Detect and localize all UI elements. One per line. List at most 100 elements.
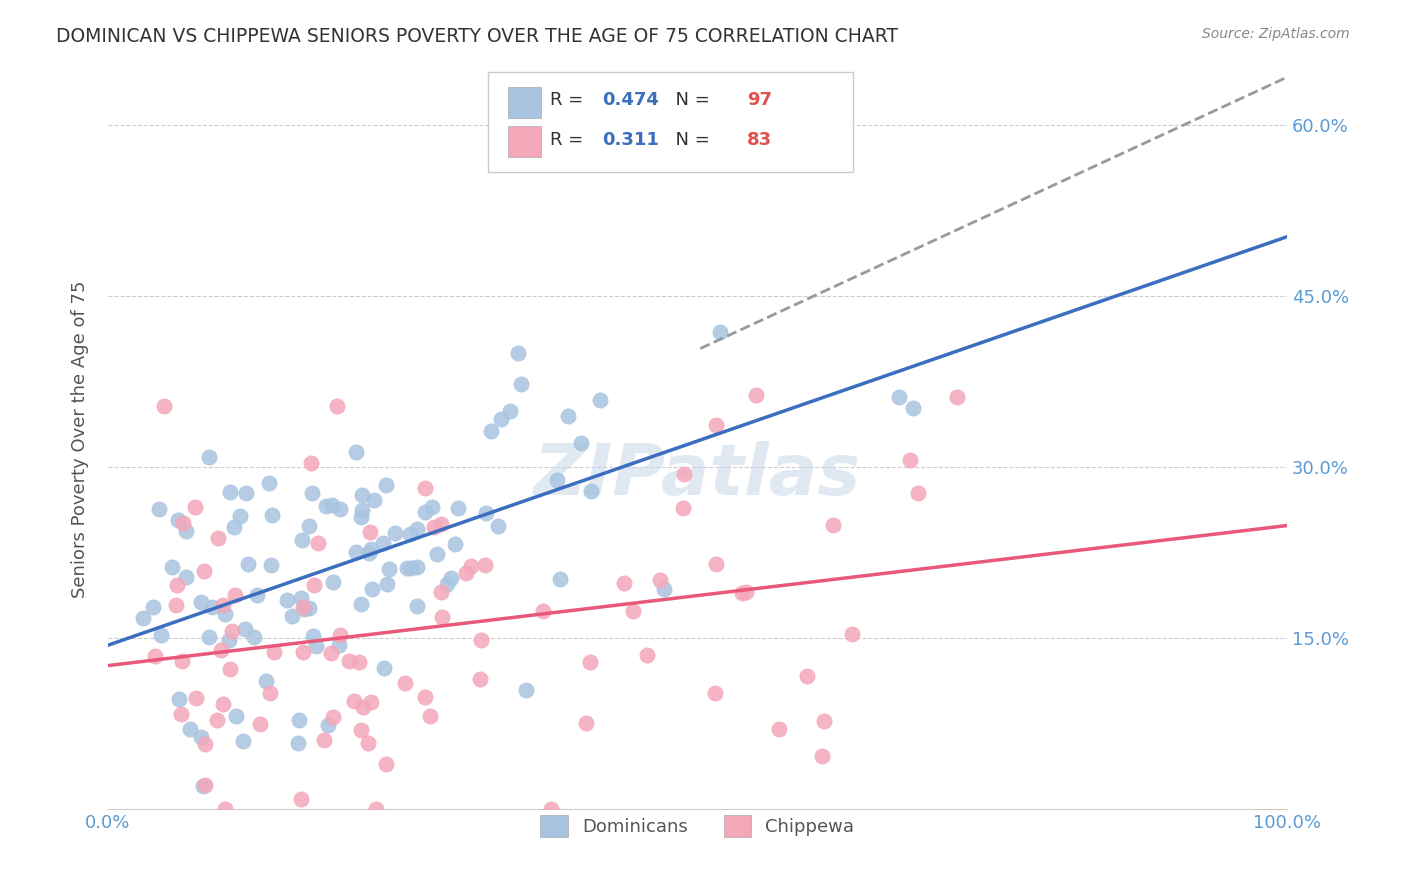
Point [298, 519, 321, 533]
Point [621, 604, 644, 618]
Point [359, 546, 381, 560]
Point [357, 736, 380, 750]
Point [363, 492, 385, 507]
Point [260, 508, 283, 522]
Point [709, 325, 731, 339]
Point [329, 501, 352, 516]
Point [198, 450, 221, 464]
Point [374, 478, 396, 492]
Point [212, 697, 235, 711]
Point [350, 510, 373, 524]
Point [198, 630, 221, 644]
Point [316, 718, 339, 732]
Text: ZIPatlas: ZIPatlas [534, 442, 860, 510]
Point [167, 513, 190, 527]
Point [575, 716, 598, 731]
Point [636, 648, 658, 662]
Point [350, 723, 373, 737]
Point [218, 484, 240, 499]
Point [214, 607, 236, 621]
Point [589, 393, 612, 408]
Point [170, 654, 193, 668]
Point [209, 642, 232, 657]
Point [454, 566, 477, 581]
Point [672, 501, 695, 516]
Point [184, 500, 207, 514]
Point [470, 632, 492, 647]
Point [233, 622, 256, 636]
Point [384, 526, 406, 541]
Point [260, 558, 283, 572]
Point [222, 520, 245, 534]
Point [322, 710, 344, 724]
Point [291, 645, 314, 659]
Point [569, 435, 592, 450]
Point [474, 558, 496, 572]
Point [328, 638, 350, 652]
Text: 97: 97 [747, 91, 772, 109]
Point [426, 547, 449, 561]
Point [672, 467, 695, 481]
Point [887, 390, 910, 404]
Point [301, 629, 323, 643]
Point [292, 600, 315, 615]
Point [413, 505, 436, 519]
Point [731, 586, 754, 600]
Point [169, 691, 191, 706]
Point [823, 517, 845, 532]
Point [229, 509, 252, 524]
Point [398, 527, 420, 541]
FancyBboxPatch shape [488, 72, 853, 172]
Point [371, 536, 394, 550]
Point [339, 654, 361, 668]
Point [225, 708, 247, 723]
Text: 83: 83 [747, 131, 772, 149]
Point [508, 346, 530, 360]
Point [360, 582, 382, 596]
Point [276, 592, 298, 607]
Point [162, 559, 184, 574]
Point [745, 388, 768, 402]
Point [468, 672, 491, 686]
Text: 0.474: 0.474 [602, 91, 659, 109]
Point [190, 730, 212, 744]
Point [557, 409, 579, 423]
Point [440, 571, 463, 585]
Point [170, 706, 193, 721]
Point [174, 524, 197, 539]
Point [579, 483, 602, 498]
Point [290, 591, 312, 605]
Point [329, 627, 352, 641]
Point [305, 639, 328, 653]
Point [430, 584, 453, 599]
Y-axis label: Seniors Poverty Over the Age of 75: Seniors Poverty Over the Age of 75 [72, 280, 89, 598]
Text: N =: N = [665, 91, 716, 109]
Point [205, 713, 228, 727]
Point [288, 713, 311, 727]
Point [394, 676, 416, 690]
Point [191, 780, 214, 794]
Point [302, 578, 325, 592]
Point [352, 503, 374, 517]
Point [321, 498, 343, 512]
Point [510, 377, 533, 392]
Text: DOMINICAN VS CHIPPEWA SENIORS POVERTY OVER THE AGE OF 75 CORRELATION CHART: DOMINICAN VS CHIPPEWA SENIORS POVERTY OV… [56, 27, 898, 45]
Point [352, 488, 374, 502]
Text: R =: R = [550, 91, 589, 109]
Point [405, 599, 427, 613]
Point [218, 633, 240, 648]
Point [132, 611, 155, 625]
Point [315, 499, 337, 513]
Point [405, 560, 427, 574]
Point [489, 412, 512, 426]
Text: 0.311: 0.311 [602, 131, 659, 149]
Point [479, 424, 502, 438]
Point [375, 577, 398, 591]
Point [349, 597, 371, 611]
Point [326, 399, 349, 413]
Point [172, 516, 194, 531]
Point [531, 604, 554, 618]
Point [413, 481, 436, 495]
Point [811, 749, 834, 764]
Point [281, 609, 304, 624]
